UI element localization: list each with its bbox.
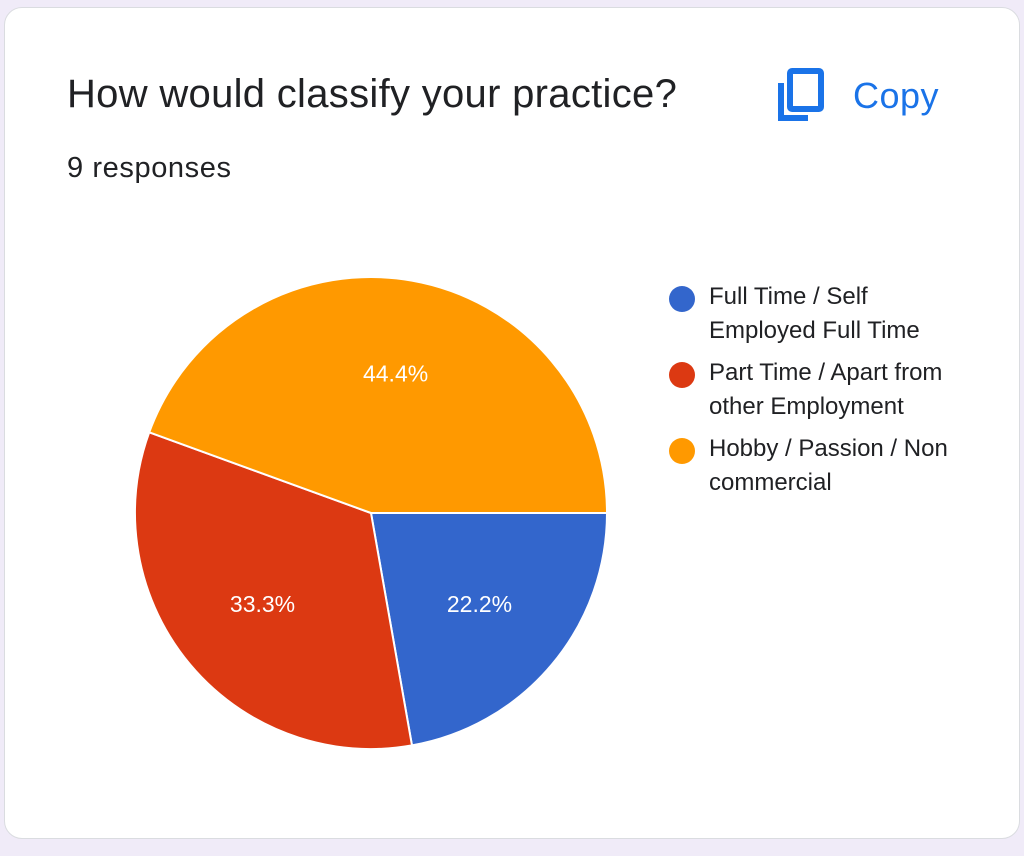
legend-label: Part Time / Apart from other Employment xyxy=(709,359,943,420)
pie-slice-2[interactable] xyxy=(147,276,609,514)
response-count: 9 responses xyxy=(67,152,232,184)
pie-chart: 22.2% 33.3% 44.4% xyxy=(134,276,609,750)
chart-legend: Full Time / Self Employed Full Time Part … xyxy=(669,280,969,508)
pie-slice-1[interactable] xyxy=(134,431,414,750)
copy-button[interactable]: Copy xyxy=(775,64,939,128)
legend-item-0[interactable]: Full Time / Self Employed Full Time xyxy=(669,280,969,348)
copy-label: Copy xyxy=(853,75,940,116)
legend-swatch xyxy=(669,286,695,312)
question-title: How would classify your practice? xyxy=(67,72,678,116)
slice-label-0: 22.2% xyxy=(447,591,512,617)
legend-item-2[interactable]: Hobby / Passion / Non commercial xyxy=(669,432,969,500)
legend-swatch xyxy=(669,362,695,388)
legend-label: Full Time / Self Employed Full Time xyxy=(709,283,920,344)
legend-swatch xyxy=(669,438,695,464)
copy-icon xyxy=(778,68,824,121)
pie-slice-0[interactable] xyxy=(369,512,609,747)
chart-card: How would classify your practice? 9 resp… xyxy=(4,7,1020,839)
slice-label-2: 44.4% xyxy=(363,361,428,387)
legend-label: Hobby / Passion / Non commercial xyxy=(709,435,948,496)
legend-item-1[interactable]: Part Time / Apart from other Employment xyxy=(669,356,969,424)
slice-label-1: 33.3% xyxy=(230,591,295,617)
